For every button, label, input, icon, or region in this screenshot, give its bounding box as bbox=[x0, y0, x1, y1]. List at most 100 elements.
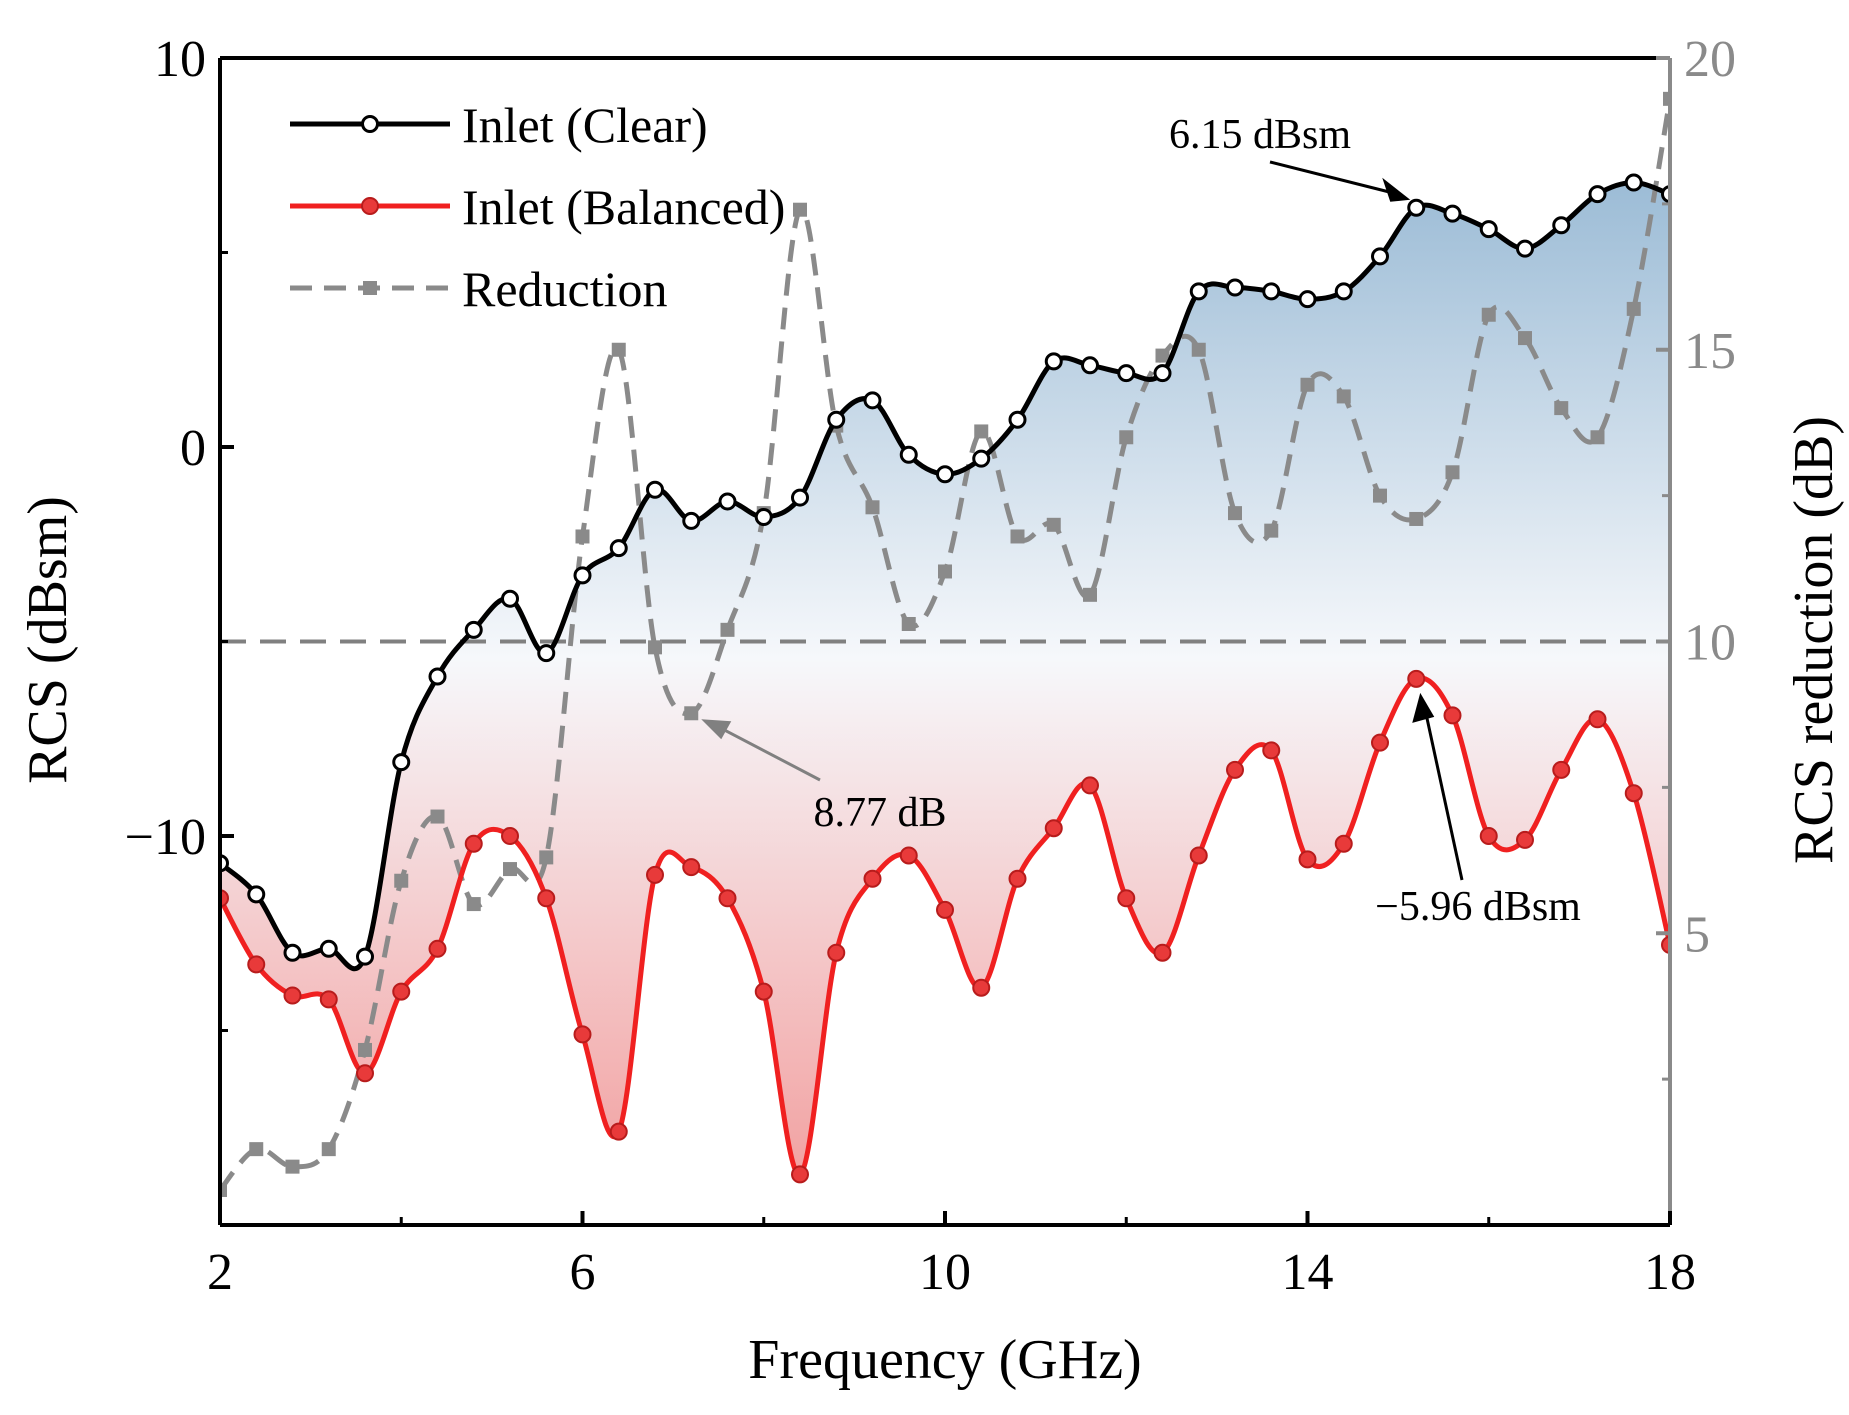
clear-marker-34 bbox=[1443, 204, 1462, 223]
reduction-marker-12 bbox=[648, 640, 662, 655]
reduction-marker-37 bbox=[1554, 401, 1569, 416]
reduction-marker-7 bbox=[466, 897, 481, 912]
reduction-marker-5 bbox=[394, 873, 409, 888]
reduction-marker-28 bbox=[1228, 506, 1242, 521]
y-right-tick-label: 5 bbox=[1684, 906, 1710, 963]
balanced-marker-23 bbox=[1044, 819, 1063, 838]
reduction-marker-24 bbox=[1083, 587, 1097, 602]
clear-marker-29 bbox=[1262, 282, 1281, 301]
clear-marker-16 bbox=[791, 488, 809, 507]
reduction-marker-26 bbox=[1155, 348, 1170, 363]
balanced-marker-7 bbox=[464, 834, 483, 853]
clear-marker-33 bbox=[1407, 198, 1426, 217]
balanced-marker-15 bbox=[754, 982, 773, 1001]
clear-marker-14 bbox=[718, 492, 737, 511]
reduction-marker-29 bbox=[1264, 523, 1279, 538]
reduction-marker-0 bbox=[220, 1182, 227, 1197]
clear-marker-39 bbox=[1624, 173, 1643, 192]
clear-marker-25 bbox=[1117, 364, 1136, 383]
y-axis-title-left: RCS (dBsm) bbox=[17, 496, 79, 784]
reduction-marker-40 bbox=[1663, 91, 1670, 106]
reduction-marker-21 bbox=[974, 424, 989, 439]
legend-marker-balanced bbox=[361, 197, 379, 215]
balanced-marker-32 bbox=[1371, 733, 1389, 752]
reduction-marker-13 bbox=[684, 706, 699, 721]
balanced-marker-25 bbox=[1117, 889, 1136, 908]
legend-label-1: Inlet (Balanced) bbox=[462, 179, 785, 235]
balanced-marker-19 bbox=[899, 846, 918, 865]
reduction-marker-35 bbox=[1481, 307, 1496, 322]
clear-marker-20 bbox=[936, 465, 954, 484]
balanced-marker-30 bbox=[1298, 850, 1317, 869]
reduction-marker-8 bbox=[503, 862, 517, 877]
clear-marker-28 bbox=[1226, 278, 1244, 297]
annotation-arrow-line-balanced bbox=[1424, 714, 1464, 881]
clear-marker-21 bbox=[972, 449, 991, 468]
annotation-arrow-line-reduction bbox=[718, 725, 821, 782]
annotation-min-reduction: 8.77 dB bbox=[813, 790, 946, 836]
balanced-marker-18 bbox=[863, 869, 882, 888]
balanced-marker-13 bbox=[682, 858, 701, 877]
clear-marker-22 bbox=[1008, 410, 1027, 429]
clear-marker-7 bbox=[464, 620, 483, 639]
reduction-marker-20 bbox=[938, 564, 952, 579]
x-tick-label: 10 bbox=[919, 1244, 971, 1301]
fill-between-area bbox=[220, 182, 1670, 1175]
balanced-marker-1 bbox=[247, 955, 266, 974]
reduction-marker-22 bbox=[1010, 529, 1025, 544]
clear-marker-35 bbox=[1479, 220, 1498, 239]
balanced-marker-34 bbox=[1443, 706, 1462, 725]
clear-marker-8 bbox=[501, 589, 519, 608]
clear-marker-18 bbox=[863, 391, 882, 410]
reduction-marker-4 bbox=[358, 1042, 372, 1057]
axes-group: 2 6 10 14 18 10 0 −10 20 15 10 5 bbox=[125, 31, 1736, 1301]
x-tick-label: 18 bbox=[1644, 1244, 1696, 1301]
annotation-arrow-head-reduction bbox=[701, 719, 732, 740]
reduction-marker-30 bbox=[1300, 377, 1315, 392]
balanced-marker-20 bbox=[936, 900, 954, 919]
clear-marker-38 bbox=[1588, 185, 1607, 204]
reduction-marker-18 bbox=[865, 500, 880, 515]
clear-marker-1 bbox=[247, 885, 266, 904]
balanced-marker-24 bbox=[1081, 776, 1099, 795]
clear-marker-26 bbox=[1153, 364, 1172, 383]
reduction-marker-16 bbox=[793, 202, 807, 217]
balanced-marker-27 bbox=[1189, 846, 1208, 865]
y-axis-title-right: RCS reduction (dB) bbox=[1783, 416, 1845, 864]
x-tick-label: 14 bbox=[1282, 1244, 1334, 1301]
x-tick-label: 6 bbox=[570, 1244, 596, 1301]
y-left-tick-label: 0 bbox=[180, 420, 206, 477]
balanced-marker-3 bbox=[319, 990, 338, 1009]
clear-marker-24 bbox=[1081, 356, 1099, 375]
balanced-marker-26 bbox=[1153, 943, 1172, 962]
clear-marker-19 bbox=[899, 445, 918, 464]
legend-marker-reduction bbox=[363, 281, 377, 295]
clear-marker-23 bbox=[1044, 352, 1063, 371]
reduction-marker-14 bbox=[720, 622, 735, 637]
reduction-marker-32 bbox=[1373, 488, 1387, 503]
reduction-marker-19 bbox=[901, 616, 916, 631]
clear-marker-37 bbox=[1552, 216, 1571, 235]
clear-marker-27 bbox=[1189, 282, 1208, 301]
annotation-peak-clear: 6.15 dBsm bbox=[1169, 112, 1351, 158]
balanced-marker-16 bbox=[791, 1165, 809, 1184]
legend: Inlet (Clear) Inlet (Balanced) Reduction bbox=[290, 97, 785, 317]
fill-between-path bbox=[220, 182, 1670, 1175]
balanced-marker-10 bbox=[573, 1025, 592, 1044]
x-axis-title: Frequency (GHz) bbox=[748, 1329, 1141, 1391]
balanced-marker-2 bbox=[283, 986, 302, 1005]
reduction-marker-25 bbox=[1119, 430, 1134, 445]
balanced-marker-22 bbox=[1008, 869, 1027, 888]
reduction-marker-23 bbox=[1046, 517, 1061, 532]
annotations-group: 6.15 dBsm 8.77 dB −5.96 dBsm bbox=[701, 112, 1581, 930]
balanced-marker-38 bbox=[1588, 710, 1607, 729]
reduction-marker-31 bbox=[1336, 389, 1351, 404]
balanced-marker-5 bbox=[392, 982, 411, 1001]
annotation-arrow-head-peak bbox=[1382, 177, 1411, 202]
reduction-marker-3 bbox=[321, 1142, 336, 1157]
clear-marker-13 bbox=[682, 511, 701, 530]
reduction-marker-10 bbox=[575, 529, 590, 544]
clear-marker-10 bbox=[573, 566, 592, 585]
clear-marker-4 bbox=[356, 947, 374, 966]
clear-marker-32 bbox=[1371, 247, 1389, 266]
